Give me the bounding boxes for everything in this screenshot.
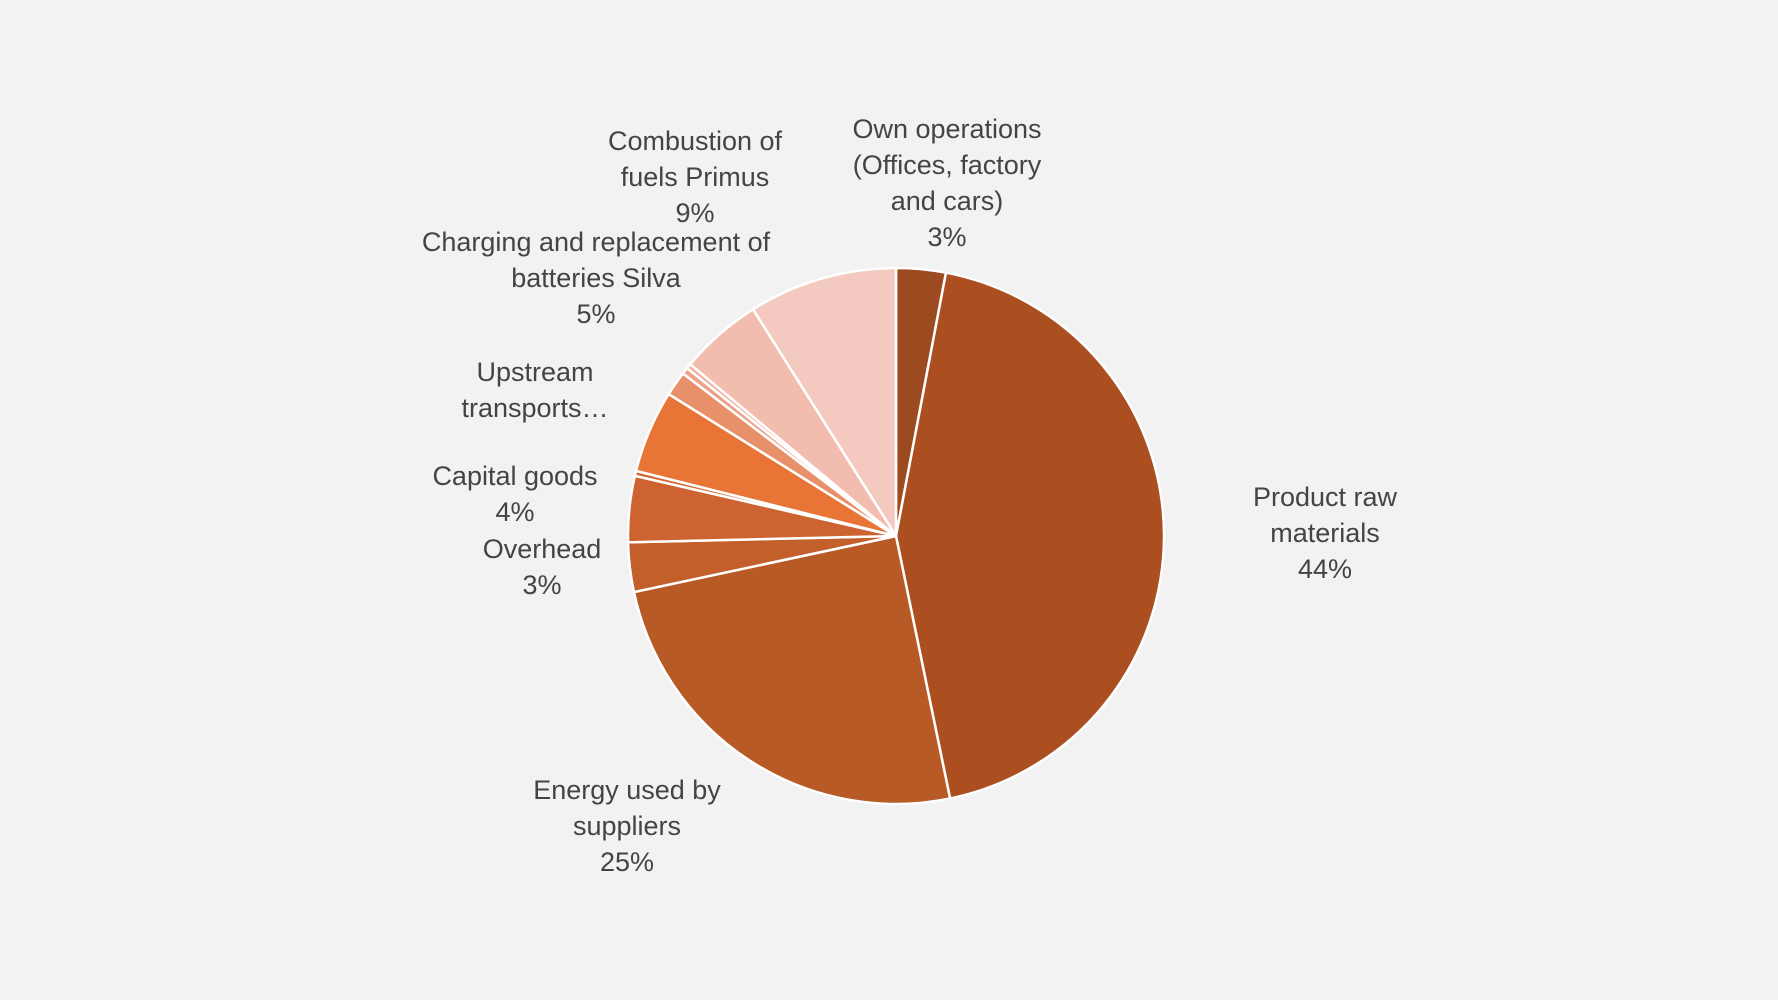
category-label: Upstream transports…	[461, 357, 609, 423]
category-label: Charging and replacement of batteries Si…	[421, 227, 771, 293]
slice-label: Combustion of fuels Primus 9%	[590, 123, 800, 231]
value-label: 9%	[675, 198, 715, 228]
value-label: 44%	[1297, 554, 1353, 584]
slice-label: Energy used by suppliers 25%	[520, 772, 735, 880]
slice-label: Charging and replacement of batteries Si…	[416, 224, 776, 332]
pie-slice	[894, 271, 1166, 800]
slice-label: Product raw materials 44%	[1235, 479, 1415, 587]
pie-slice	[632, 534, 952, 806]
slice-label: Own operations (Offices, factory and car…	[827, 111, 1067, 255]
pie-slice	[751, 266, 898, 541]
category-label: Capital goods	[432, 461, 598, 491]
category-label: Combustion of fuels Primus	[607, 126, 783, 192]
slice-label: Overhead 3%	[462, 531, 622, 603]
category-label: Overhead	[482, 534, 602, 564]
category-label: Own operations (Offices, factory and car…	[852, 114, 1042, 216]
slice-label: Capital goods 4%	[415, 458, 615, 530]
category-label: Energy used by suppliers	[533, 775, 721, 841]
category-label: Product raw materials	[1252, 482, 1398, 548]
value-label: 25%	[599, 847, 655, 877]
value-label: 3%	[522, 570, 562, 600]
value-label: 3%	[927, 222, 967, 252]
slice-label: Upstream transports…	[455, 354, 615, 426]
value-label: 4%	[495, 497, 535, 527]
value-label: 5%	[576, 299, 616, 329]
